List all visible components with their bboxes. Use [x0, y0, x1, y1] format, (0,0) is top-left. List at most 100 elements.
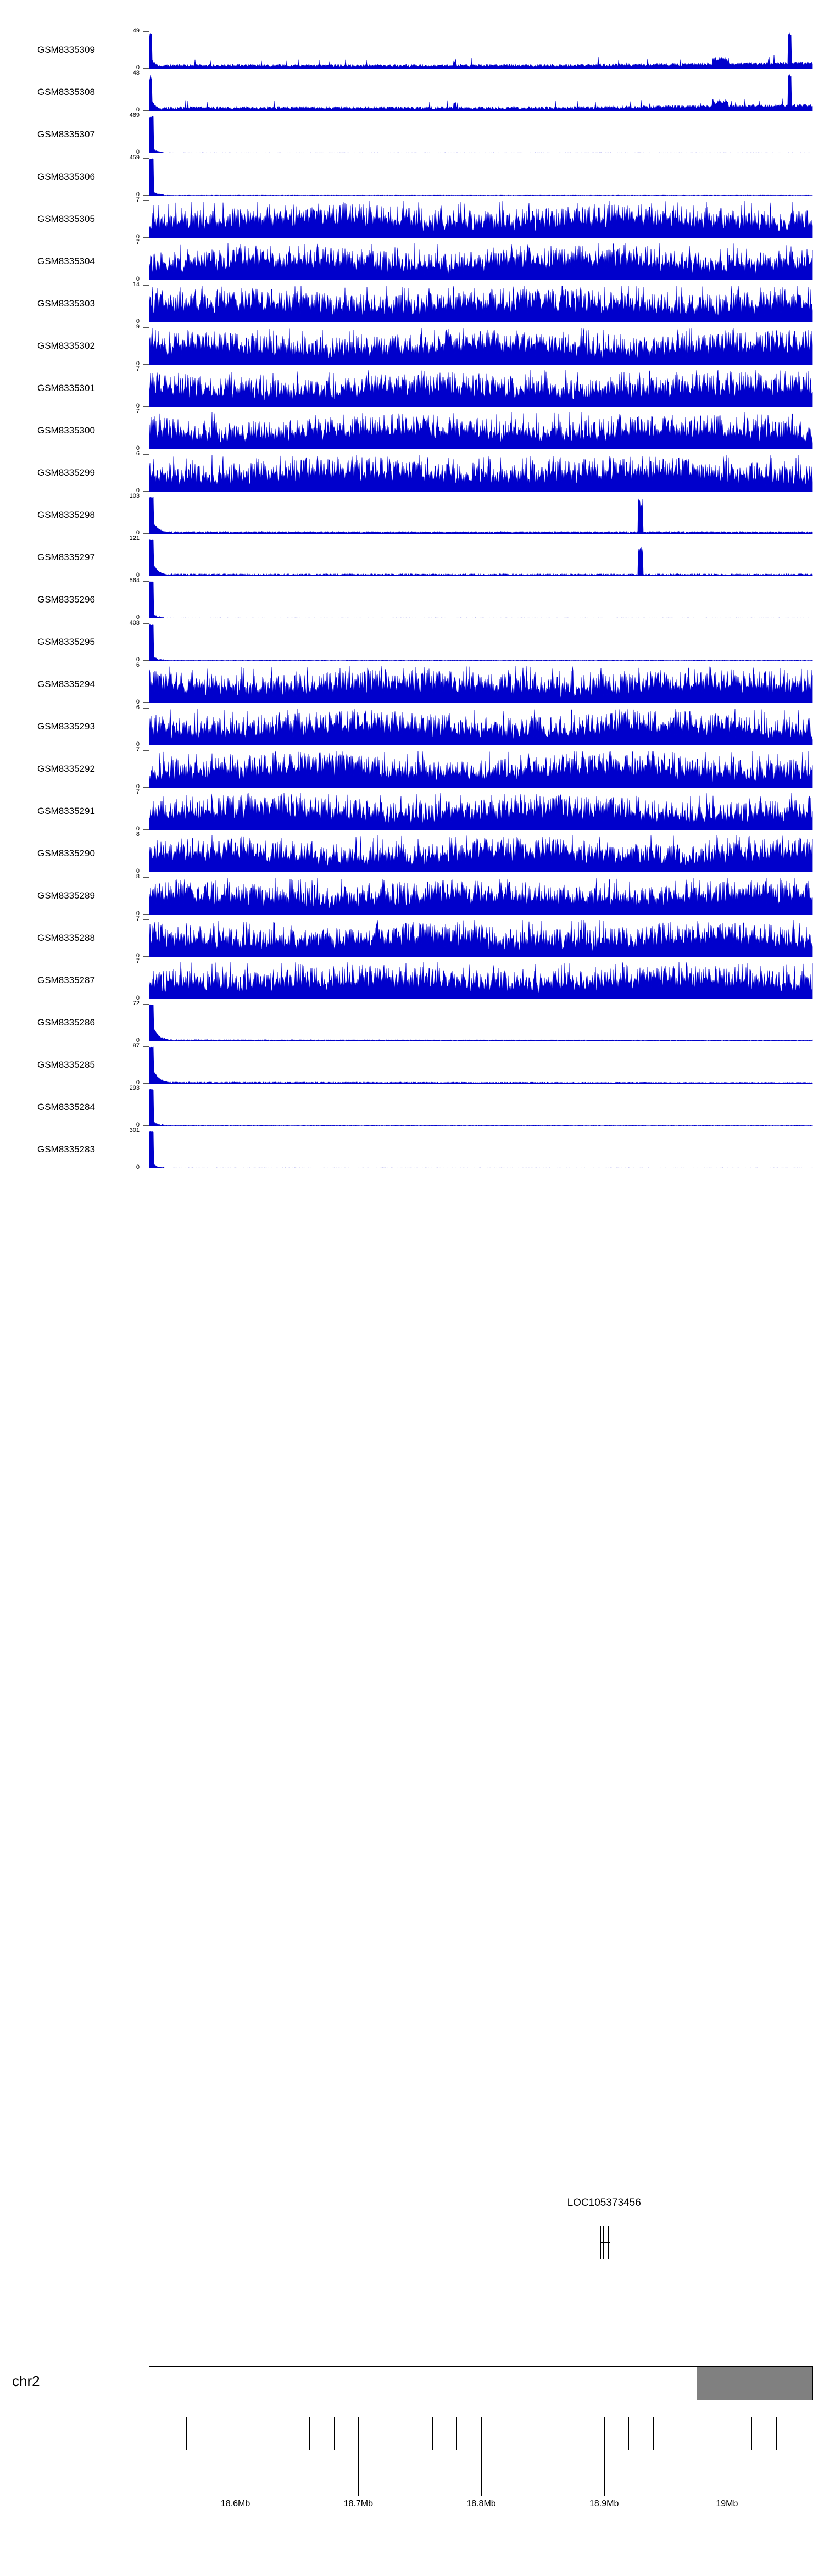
- coverage-track[interactable]: GSM8335294 6 0: [0, 662, 824, 705]
- ruler-major-tick: [358, 2417, 359, 2496]
- coverage-track[interactable]: GSM8335284 293 0: [0, 1085, 824, 1128]
- coverage-track[interactable]: GSM8335293 6 0: [0, 705, 824, 748]
- coverage-plot-area[interactable]: [149, 31, 813, 69]
- y-axis-max-label: 7: [136, 197, 140, 203]
- y-axis-min-label: 0: [136, 107, 140, 113]
- coverage-plot-area[interactable]: [149, 74, 813, 111]
- coverage-plot-area[interactable]: [149, 497, 813, 534]
- coverage-plot-area[interactable]: [149, 793, 813, 830]
- y-axis-tick-max: [143, 454, 149, 455]
- y-axis-min-label: 0: [136, 1122, 140, 1128]
- coverage-track[interactable]: GSM8335297 121 0: [0, 535, 824, 578]
- y-axis-max-label: 301: [129, 1127, 140, 1134]
- coverage-plot-area[interactable]: [149, 1089, 813, 1126]
- genome-coordinate-ruler[interactable]: 18.6Mb 18.7Mb 18.8Mb 18.9Mb 19Mb: [0, 2417, 824, 2516]
- y-axis-min-label: 0: [136, 614, 140, 621]
- ruler-tick-label: 18.7Mb: [343, 2499, 373, 2508]
- coverage-track[interactable]: GSM8335307 469 0: [0, 113, 824, 155]
- coverage-plot-area[interactable]: [149, 962, 813, 999]
- coverage-track[interactable]: GSM8335308 48 0: [0, 70, 824, 113]
- y-axis-max-label: 8: [136, 873, 140, 880]
- track-label-gsm8335284: GSM8335284: [37, 1102, 95, 1112]
- coverage-plot-area[interactable]: [149, 708, 813, 745]
- y-axis-min-label: 0: [136, 360, 140, 367]
- y-axis-min-label: 0: [136, 445, 140, 451]
- y-axis-max-label: 7: [136, 366, 140, 372]
- track-label-gsm8335301: GSM8335301: [37, 383, 95, 393]
- coverage-plot-area[interactable]: [149, 539, 813, 576]
- coverage-plot-area[interactable]: [149, 1131, 813, 1168]
- y-axis-min-label: 0: [136, 1037, 140, 1044]
- track-label-gsm8335292: GSM8335292: [37, 763, 95, 774]
- y-axis-tick-min: [143, 660, 149, 661]
- coverage-track[interactable]: GSM8335300 7 0: [0, 409, 824, 451]
- coverage-track[interactable]: GSM8335287 7 0: [0, 958, 824, 1001]
- track-label-gsm8335304: GSM8335304: [37, 256, 95, 266]
- y-axis-min-label: 0: [136, 529, 140, 536]
- coverage-track[interactable]: GSM8335295 408 0: [0, 620, 824, 663]
- coverage-plot-area[interactable]: [149, 327, 813, 365]
- coverage-track[interactable]: GSM8335290 8 0: [0, 832, 824, 874]
- coverage-track[interactable]: GSM8335291 7 0: [0, 789, 824, 832]
- coverage-plot-area[interactable]: [149, 581, 813, 618]
- y-axis-max-label: 121: [129, 535, 140, 542]
- coverage-plot-area[interactable]: [149, 919, 813, 957]
- coverage-plot-area[interactable]: [149, 370, 813, 407]
- coverage-track[interactable]: GSM8335304 7 0: [0, 239, 824, 282]
- y-axis-tick-max: [143, 1004, 149, 1005]
- track-label-gsm8335293: GSM8335293: [37, 721, 95, 732]
- coverage-track[interactable]: GSM8335298 103 0: [0, 493, 824, 536]
- coverage-track[interactable]: GSM8335299 6 0: [0, 450, 824, 494]
- coverage-plot-area[interactable]: [149, 835, 813, 872]
- coverage-plot-area[interactable]: [149, 116, 813, 153]
- coverage-track[interactable]: GSM8335309 49 0: [0, 28, 824, 71]
- y-axis-max-label: 48: [132, 70, 140, 76]
- gene-model-glyph[interactable]: [599, 2226, 610, 2259]
- coverage-track[interactable]: GSM8335288 7 0: [0, 916, 824, 959]
- coverage-track[interactable]: GSM8335286 72 0: [0, 1001, 824, 1044]
- y-axis-tick-max: [143, 877, 149, 878]
- y-axis-max-label: 6: [136, 450, 140, 457]
- y-axis-tick-max: [143, 1046, 149, 1047]
- coverage-plot-area[interactable]: [149, 1046, 813, 1084]
- track-label-gsm8335294: GSM8335294: [37, 679, 95, 689]
- y-axis-min-label: 0: [136, 191, 140, 198]
- coverage-track[interactable]: GSM8335285 87 0: [0, 1043, 824, 1086]
- y-axis-max-label: 6: [136, 662, 140, 668]
- coverage-track[interactable]: GSM8335292 7 0: [0, 747, 824, 790]
- y-axis-tick-max: [143, 623, 149, 624]
- coverage-track[interactable]: GSM8335303 14 0: [0, 282, 824, 325]
- y-axis-tick-min: [143, 702, 149, 703]
- track-label-gsm8335303: GSM8335303: [37, 298, 95, 309]
- coverage-plot-area[interactable]: [149, 623, 813, 661]
- coverage-plot-area[interactable]: [149, 877, 813, 915]
- ruler-minor-tick: [186, 2417, 187, 2450]
- ruler-major-tick: [481, 2417, 482, 2496]
- coverage-plot-area[interactable]: [149, 200, 813, 238]
- coverage-track[interactable]: GSM8335296 564 0: [0, 578, 824, 621]
- coverage-plot-area[interactable]: [149, 158, 813, 196]
- coverage-track[interactable]: GSM8335283 301 0: [0, 1127, 824, 1170]
- track-label-gsm8335298: GSM8335298: [37, 510, 95, 520]
- coverage-plot-area[interactable]: [149, 285, 813, 322]
- ruler-tick-label: 19Mb: [716, 2499, 738, 2508]
- coverage-track[interactable]: GSM8335301 7 0: [0, 366, 824, 409]
- coverage-plot-area[interactable]: [149, 454, 813, 492]
- coverage-plot-area[interactable]: [149, 1004, 813, 1041]
- coverage-plot-area[interactable]: [149, 750, 813, 788]
- coverage-plot-area[interactable]: [149, 243, 813, 280]
- track-label-gsm8335306: GSM8335306: [37, 171, 95, 182]
- y-axis-min-label: 0: [136, 487, 140, 494]
- coverage-track[interactable]: GSM8335289 8 0: [0, 873, 824, 917]
- ruler-minor-tick: [432, 2417, 433, 2450]
- chromosome-bar[interactable]: [149, 2366, 813, 2400]
- coverage-plot-area[interactable]: [149, 666, 813, 703]
- track-label-gsm8335299: GSM8335299: [37, 467, 95, 478]
- y-axis-tick-min: [143, 1083, 149, 1084]
- coverage-track[interactable]: GSM8335306 459 0: [0, 155, 824, 198]
- track-label-gsm8335288: GSM8335288: [37, 933, 95, 943]
- y-axis-tick-min: [143, 829, 149, 830]
- coverage-plot-area[interactable]: [149, 412, 813, 449]
- coverage-track[interactable]: GSM8335302 9 0: [0, 324, 824, 367]
- coverage-track[interactable]: GSM8335305 7 0: [0, 197, 824, 240]
